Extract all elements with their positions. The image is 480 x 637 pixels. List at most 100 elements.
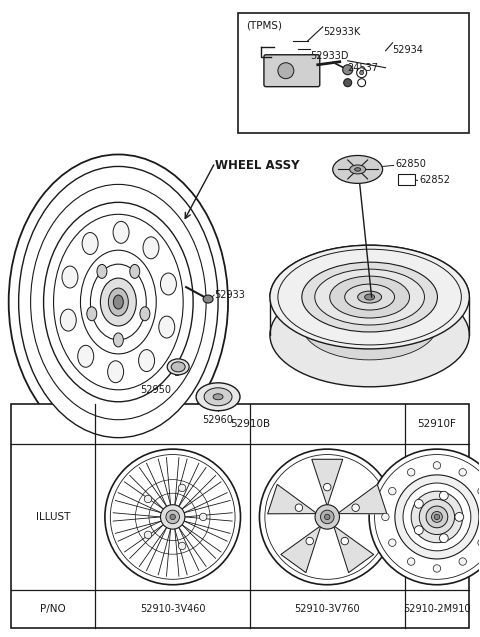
Ellipse shape (278, 62, 294, 79)
Text: 62850: 62850 (396, 159, 426, 169)
Text: (TPMS): (TPMS) (246, 21, 282, 31)
Ellipse shape (426, 506, 448, 528)
Ellipse shape (203, 295, 213, 303)
Ellipse shape (395, 475, 479, 559)
Ellipse shape (113, 222, 129, 243)
Ellipse shape (439, 491, 448, 500)
Bar (238, 13, 469, 132)
Ellipse shape (459, 469, 467, 476)
Ellipse shape (382, 513, 389, 520)
Polygon shape (334, 526, 373, 573)
Text: 52933: 52933 (214, 290, 245, 300)
Ellipse shape (100, 278, 136, 326)
Ellipse shape (408, 469, 415, 476)
Ellipse shape (306, 538, 313, 545)
Ellipse shape (321, 510, 334, 524)
Ellipse shape (358, 291, 382, 303)
Ellipse shape (374, 455, 480, 579)
Ellipse shape (170, 514, 175, 520)
Ellipse shape (31, 184, 206, 420)
Ellipse shape (478, 487, 480, 495)
Ellipse shape (97, 264, 107, 278)
Text: 52910F: 52910F (418, 419, 456, 429)
Ellipse shape (108, 288, 128, 316)
Ellipse shape (315, 269, 424, 325)
Ellipse shape (167, 359, 189, 375)
Ellipse shape (110, 455, 235, 579)
Ellipse shape (433, 462, 441, 469)
Ellipse shape (389, 487, 396, 495)
Ellipse shape (108, 361, 124, 383)
Ellipse shape (459, 558, 467, 565)
Ellipse shape (341, 538, 348, 545)
Ellipse shape (343, 65, 353, 75)
Ellipse shape (140, 307, 150, 321)
Ellipse shape (204, 388, 232, 406)
Ellipse shape (365, 294, 374, 300)
Ellipse shape (265, 455, 390, 579)
Ellipse shape (439, 534, 448, 543)
Ellipse shape (432, 512, 443, 522)
Ellipse shape (369, 449, 480, 585)
Text: P/NO: P/NO (40, 604, 66, 614)
Ellipse shape (345, 284, 395, 310)
Bar (11, 404, 469, 628)
Ellipse shape (78, 345, 94, 368)
Text: 52910-3V460: 52910-3V460 (140, 604, 205, 614)
Ellipse shape (333, 155, 383, 183)
Text: ILLUST: ILLUST (36, 512, 70, 522)
Ellipse shape (82, 233, 98, 254)
FancyBboxPatch shape (264, 55, 320, 87)
Ellipse shape (278, 249, 461, 345)
Ellipse shape (433, 565, 441, 572)
Ellipse shape (130, 264, 140, 278)
Ellipse shape (139, 350, 155, 371)
Ellipse shape (414, 526, 423, 534)
Ellipse shape (81, 250, 156, 354)
Ellipse shape (455, 513, 464, 521)
Ellipse shape (302, 262, 437, 332)
Ellipse shape (159, 316, 175, 338)
Text: 52910-3V760: 52910-3V760 (294, 604, 360, 614)
Text: WHEEL ASSY: WHEEL ASSY (215, 159, 300, 173)
Text: 52950: 52950 (140, 385, 171, 395)
Polygon shape (312, 459, 343, 506)
Ellipse shape (302, 290, 437, 360)
Ellipse shape (350, 165, 366, 174)
Ellipse shape (295, 504, 302, 512)
Ellipse shape (87, 307, 97, 321)
Text: 52933K: 52933K (323, 27, 360, 37)
Ellipse shape (357, 68, 367, 78)
Ellipse shape (324, 514, 330, 520)
Ellipse shape (144, 531, 152, 539)
Ellipse shape (408, 558, 415, 565)
Text: 52910-2M910: 52910-2M910 (403, 604, 471, 614)
Ellipse shape (143, 237, 159, 259)
Text: 52960: 52960 (203, 415, 233, 425)
Ellipse shape (9, 155, 228, 450)
Bar (397, 175, 416, 185)
Ellipse shape (54, 214, 183, 390)
Polygon shape (337, 484, 387, 514)
Ellipse shape (352, 504, 360, 512)
Ellipse shape (270, 283, 469, 387)
Text: 62852: 62852 (420, 175, 450, 185)
Ellipse shape (105, 449, 240, 585)
Ellipse shape (403, 483, 471, 551)
Ellipse shape (113, 333, 123, 347)
Ellipse shape (200, 513, 207, 520)
Ellipse shape (260, 449, 395, 585)
Ellipse shape (420, 499, 455, 534)
Ellipse shape (144, 495, 152, 503)
Ellipse shape (166, 510, 180, 524)
Polygon shape (281, 526, 321, 573)
Ellipse shape (355, 168, 360, 171)
Ellipse shape (315, 505, 339, 529)
Ellipse shape (113, 295, 123, 309)
Ellipse shape (19, 166, 218, 438)
Ellipse shape (171, 362, 185, 372)
Ellipse shape (478, 539, 480, 547)
Ellipse shape (62, 266, 78, 288)
Ellipse shape (179, 484, 186, 492)
Ellipse shape (360, 71, 364, 75)
